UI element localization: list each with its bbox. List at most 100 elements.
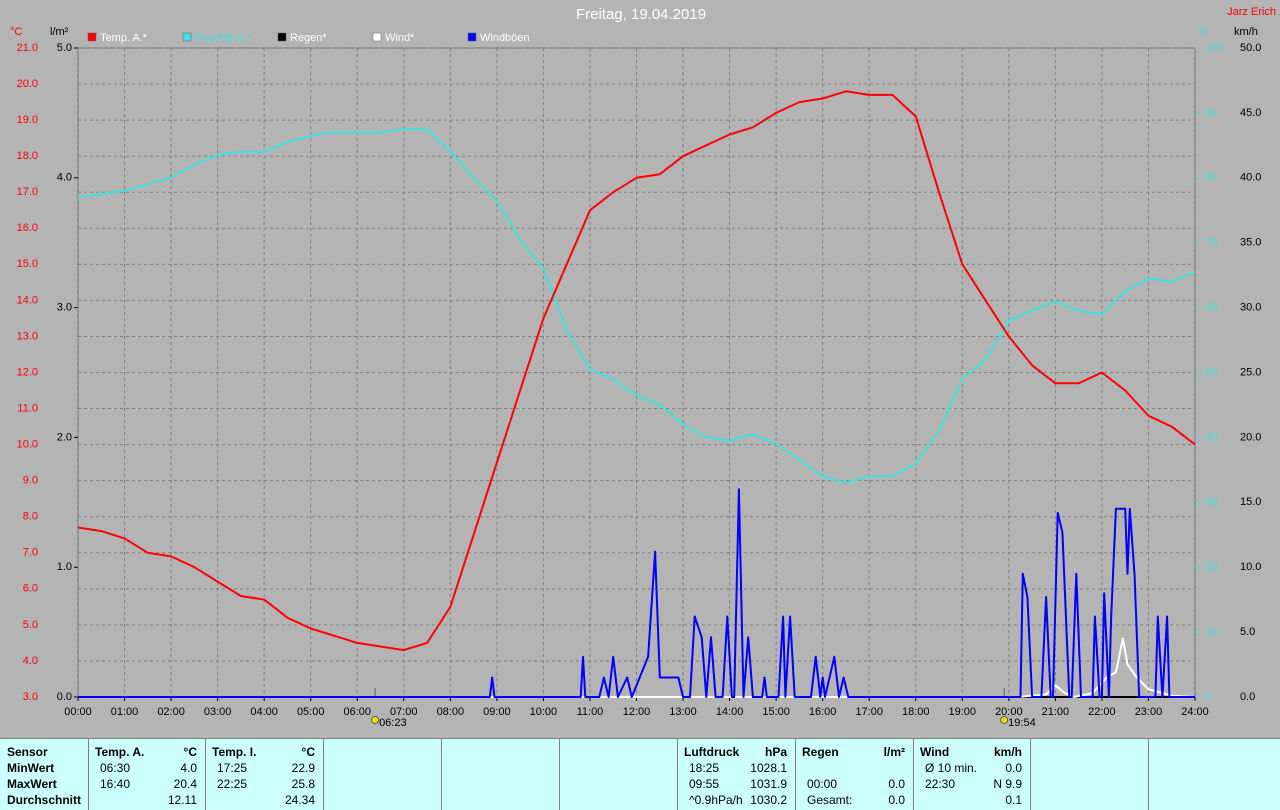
x-tick-label: 11:00: [577, 706, 604, 718]
table-separator: [913, 739, 914, 810]
y4-tick-label: 50.0: [1240, 42, 1261, 54]
sun-event-label: 19:54: [1008, 717, 1036, 729]
x-tick-label: 05:00: [297, 706, 325, 718]
y2-tick-label: 1.0: [57, 561, 72, 573]
y4-tick-label: 45.0: [1240, 107, 1261, 119]
x-tick-label: 00:00: [64, 706, 92, 718]
table-cell: °C: [183, 745, 197, 759]
y-tick-label: 5.0: [23, 619, 38, 631]
y2-tick-label: 4.0: [57, 172, 72, 184]
y-tick-label: 17.0: [17, 186, 38, 198]
x-tick-label: 02:00: [157, 706, 185, 718]
table-cell: MaxWert: [7, 777, 57, 791]
table-cell: Regen: [802, 745, 839, 759]
x-tick-label: 21:00: [1042, 706, 1070, 718]
y-tick-label: 14.0: [17, 294, 38, 306]
y3-tick-label: 100: [1205, 42, 1223, 54]
legend-label: Temp. A.*: [100, 32, 148, 44]
y-tick-label: 4.0: [23, 655, 38, 667]
y-tick-label: 10.0: [17, 439, 38, 451]
table-cell: 0.0: [888, 793, 905, 807]
y-tick-label: 15.0: [17, 258, 38, 270]
table-cell: Temp. I.: [212, 745, 257, 759]
chart: Freitag, 19.04.2019 Jarz Erich °C l/m² %…: [10, 6, 1276, 729]
table-cell: 22:25: [217, 777, 248, 791]
table-cell: 17:25: [217, 761, 248, 775]
table-cell: 16:40: [100, 777, 131, 791]
y3-tick-label: 60: [1205, 302, 1217, 314]
x-tick-label: 12:00: [623, 706, 651, 718]
table-cell: Luftdruck: [684, 745, 740, 759]
y-tick-label: 20.0: [17, 78, 38, 90]
table-cell: 24.34: [284, 793, 315, 807]
table-cell: 1028.1: [750, 761, 787, 775]
table-cell: 00:00: [807, 777, 838, 791]
table-separator: [441, 739, 442, 810]
table-separator: [1030, 739, 1031, 810]
table-cell: 18:25: [689, 761, 720, 775]
x-tick-label: 01:00: [111, 706, 139, 718]
x-tick-label: 13:00: [669, 706, 697, 718]
x-tick-label: 23:00: [1135, 706, 1163, 718]
y-tick-label: 16.0: [17, 222, 38, 234]
legend-swatch: [182, 32, 192, 42]
y2-tick-label: 5.0: [57, 42, 72, 54]
x-tick-label: 24:00: [1181, 706, 1209, 718]
y-tick-label: 8.0: [23, 511, 38, 523]
table-cell: 1030.2: [750, 793, 787, 807]
y3-tick-label: 70: [1205, 237, 1217, 249]
series-line: [78, 637, 1196, 698]
table-separator: [88, 739, 89, 810]
table-cell: 0.0: [888, 777, 905, 791]
y2-tick-label: 3.0: [57, 302, 72, 314]
x-tick-label: 07:00: [390, 706, 418, 718]
table-separator: [323, 739, 324, 810]
x-tick-label: 14:00: [716, 706, 744, 718]
legend-swatch: [87, 32, 97, 42]
y4-tick-label: 30.0: [1240, 302, 1261, 314]
table-cell: 1031.9: [750, 777, 787, 791]
table-cell: 25.8: [291, 777, 315, 791]
author: Jarz Erich: [1227, 6, 1276, 18]
table-cell: Ø 10 min.: [925, 761, 978, 775]
table-cell: Sensor: [7, 745, 48, 759]
y-tick-label: 13.0: [17, 330, 38, 342]
series-line: [78, 488, 1195, 698]
table-separator: [559, 739, 560, 810]
table-cell: Durchschnitt: [7, 793, 82, 807]
y4-tick-label: 10.0: [1240, 561, 1261, 573]
series-line: [77, 128, 1196, 484]
y3-tick-label: 30: [1205, 496, 1217, 508]
y-tick-label: 7.0: [23, 547, 38, 559]
legend-label: Regen*: [290, 32, 327, 44]
x-tick-label: 03:00: [204, 706, 232, 718]
sun-icon: [1000, 716, 1009, 724]
y-tick-label: 3.0: [23, 691, 38, 703]
table-cell: l/m²: [883, 745, 905, 759]
table-separator: [1148, 739, 1149, 810]
table-separator: [205, 739, 206, 810]
legend-swatch: [277, 32, 287, 42]
table-cell: 0.0: [1005, 761, 1022, 775]
x-tick-label: 06:00: [343, 706, 371, 718]
y4-tick-label: 5.0: [1240, 626, 1255, 638]
y-unit: °C: [10, 26, 22, 38]
y-tick-label: 11.0: [17, 402, 38, 414]
y3-tick-label: 50: [1205, 366, 1217, 378]
y3-tick-label: 80: [1205, 172, 1217, 184]
table-cell: N 9.9: [993, 777, 1022, 791]
x-tick-label: 09:00: [483, 706, 511, 718]
x-tick-label: 22:00: [1088, 706, 1116, 718]
legend-swatch: [467, 32, 477, 42]
series-line: [77, 90, 1196, 652]
y-tick-label: 12.0: [17, 366, 38, 378]
x-tick-label: 18:00: [902, 706, 930, 718]
table-cell: 09:55: [689, 777, 720, 791]
x-tick-label: 17:00: [855, 706, 883, 718]
x-tick-label: 10:00: [530, 706, 558, 718]
summary-table: Sensor MinWert MaxWert Durchschnitt Temp. A.…: [0, 738, 1280, 810]
legend-label: Windböen: [480, 32, 530, 44]
table-cell: km/h: [993, 745, 1022, 759]
legend-label: Feuchte A.*: [195, 32, 253, 44]
